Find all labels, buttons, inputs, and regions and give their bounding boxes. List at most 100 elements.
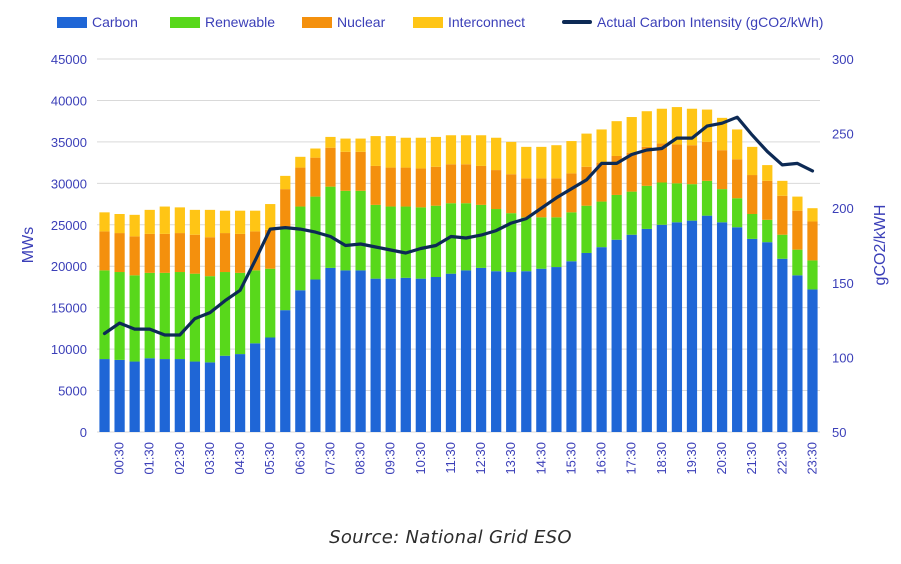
bar-renewable: [506, 213, 517, 273]
bar-interconnect: [551, 145, 562, 179]
gridlines: [97, 58, 820, 433]
legend-item-interconnect: Interconnect: [413, 14, 525, 30]
x-tick-label: 23:30: [805, 442, 820, 475]
legend-label-nuclear: Nuclear: [337, 14, 386, 30]
bar-interconnect: [280, 175, 291, 190]
bar-carbon: [686, 220, 698, 432]
bar-carbon: [641, 228, 652, 432]
bar-renewable: [747, 214, 758, 239]
bar-interconnect: [430, 136, 442, 167]
bar-nuclear: [325, 147, 336, 187]
bar-renewable: [430, 205, 442, 277]
intensity-line-layer: [102, 115, 815, 337]
bar-carbon: [355, 270, 366, 432]
bar-carbon: [701, 215, 713, 432]
bar-nuclear: [234, 233, 246, 273]
bar-interconnect: [656, 108, 667, 144]
y2-tick-label: 300: [832, 52, 854, 67]
bar-renewable: [716, 189, 728, 223]
bar-interconnect: [144, 209, 155, 234]
bar-interconnect: [250, 210, 261, 232]
bar-renewable: [385, 206, 396, 279]
bar-interconnect: [340, 138, 351, 152]
bar-renewable: [536, 217, 547, 269]
bar-carbon: [430, 276, 442, 432]
bar-nuclear: [385, 167, 396, 207]
bar-nuclear: [521, 178, 532, 218]
x-tick-label: 06:30: [292, 442, 307, 475]
bar-interconnect: [641, 111, 652, 147]
bar-interconnect: [114, 214, 125, 234]
bar-nuclear: [189, 234, 201, 274]
bar-renewable: [265, 268, 276, 338]
bar-renewable: [626, 191, 637, 235]
bar-interconnect: [445, 135, 457, 165]
bar-renewable: [400, 206, 411, 278]
bar-renewable: [611, 194, 622, 240]
bar-nuclear: [671, 144, 683, 184]
bar-carbon: [400, 277, 411, 432]
bar-interconnect: [777, 180, 788, 196]
bar-interconnect: [807, 208, 818, 222]
bar-interconnect: [265, 204, 276, 230]
bar-renewable: [566, 212, 577, 262]
bar-carbon: [656, 224, 667, 432]
bar-renewable: [310, 196, 321, 280]
bar-renewable: [295, 206, 306, 291]
y-tick-label: 20000: [51, 259, 87, 274]
x-tick-label: 20:30: [714, 442, 729, 475]
bar-nuclear: [807, 221, 818, 261]
bar-nuclear: [114, 233, 125, 273]
x-tick-label: 04:30: [232, 442, 247, 475]
bar-interconnect: [611, 121, 622, 156]
bar-renewable: [174, 272, 185, 360]
bar-renewable: [325, 186, 336, 268]
bar-carbon: [792, 275, 803, 432]
left-axis-ticks: 0 5000 10000 15000 20000 25000 30000 35000 40000…: [51, 52, 87, 440]
bar-carbon: [129, 361, 140, 432]
x-tick-label: 11:30: [443, 442, 458, 474]
bar-carbon: [99, 359, 110, 432]
legend-swatch-interconnect: [413, 16, 443, 28]
bar-interconnect: [792, 196, 803, 211]
x-tick-label: 21:30: [744, 442, 759, 475]
bar-nuclear: [596, 162, 607, 202]
bar-renewable: [807, 260, 818, 290]
bar-interconnect: [174, 207, 185, 234]
bar-interconnect: [385, 136, 396, 168]
y2-tick-label: 250: [832, 127, 854, 142]
legend-label-carbon: Carbon: [92, 14, 138, 30]
source-caption: Source: National Grid ESO: [329, 527, 572, 548]
y-tick-label: 35000: [51, 135, 87, 150]
bar-renewable: [415, 207, 426, 279]
bar-carbon: [551, 267, 562, 432]
bar-nuclear: [355, 151, 366, 191]
bar-renewable: [370, 204, 381, 279]
bar-carbon: [491, 271, 502, 432]
bar-nuclear: [370, 165, 381, 205]
bar-nuclear: [792, 210, 803, 250]
x-tick-label: 08:30: [353, 442, 368, 475]
y2-tick-label: 100: [832, 350, 854, 365]
x-tick-label: 12:30: [473, 442, 488, 475]
x-tick-label: 07:30: [323, 442, 338, 475]
bar-carbon: [234, 354, 246, 432]
bar-nuclear: [656, 143, 667, 183]
bar-nuclear: [265, 229, 276, 269]
bar-interconnect: [234, 210, 246, 234]
x-tick-label: 19:30: [684, 442, 699, 475]
bar-interconnect: [415, 137, 426, 169]
intensity-line: [102, 115, 815, 337]
bar-interconnect: [475, 135, 487, 166]
bar-renewable: [219, 272, 231, 356]
bar-renewable: [792, 249, 803, 276]
bar-nuclear: [340, 151, 351, 191]
bar-interconnect: [219, 210, 231, 234]
bar-nuclear: [310, 157, 321, 197]
x-tick-label: 16:30: [594, 442, 609, 475]
bar-interconnect: [129, 214, 140, 237]
bar-renewable: [551, 217, 562, 268]
bar-carbon: [370, 278, 381, 432]
bar-carbon: [716, 222, 728, 432]
legend-label-intensity: Actual Carbon Intensity (gCO2/kWh): [597, 14, 824, 30]
